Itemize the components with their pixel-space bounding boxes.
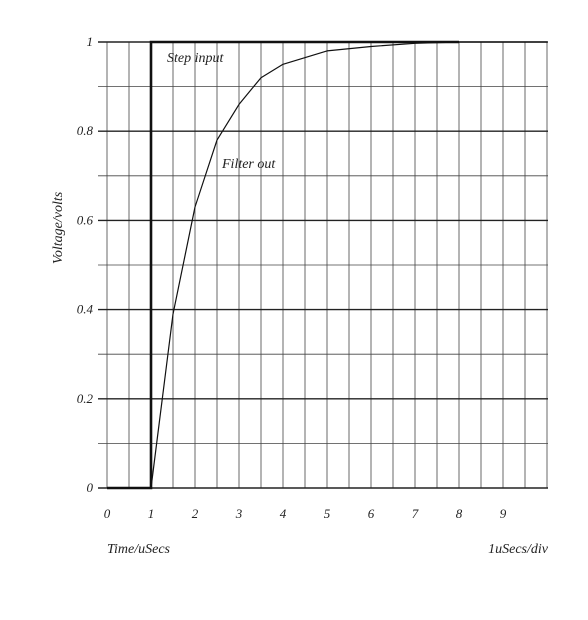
y-tick-label: 0 <box>87 480 94 495</box>
x-tick-label: 5 <box>324 506 331 521</box>
y-tick-label: 0.6 <box>77 212 94 227</box>
series-label-step-input: Step input <box>167 51 224 66</box>
y-tick-label: 0.8 <box>77 123 94 138</box>
x-tick-label: 1 <box>148 506 155 521</box>
x-axis-label: Time/uSecs <box>107 542 171 557</box>
x-tick-label: 3 <box>235 506 243 521</box>
x-tick-label: 0 <box>104 506 111 521</box>
x-tick-label: 4 <box>280 506 287 521</box>
y-tick-label: 0.4 <box>77 302 94 317</box>
series-label-filter-out: Filter out <box>221 157 276 172</box>
tick-labels: 0 1 2 3 4 5 6 7 8 9 0 0.2 0.4 0.6 0.8 1 <box>77 34 507 521</box>
y-tick-label: 1 <box>87 34 94 49</box>
x-tick-label: 8 <box>456 506 463 521</box>
y-tick-label: 0.2 <box>77 391 94 406</box>
y-axis-label: Voltage/volts <box>51 191 66 264</box>
x-tick-label: 6 <box>368 506 375 521</box>
grid <box>98 41 548 489</box>
series-layer <box>107 40 547 490</box>
series-line-filter-out <box>107 41 547 489</box>
x-tick-label: 2 <box>192 506 199 521</box>
x-tick-label: 7 <box>412 506 419 521</box>
scale-note: 1uSecs/div <box>488 542 549 557</box>
x-tick-label: 9 <box>500 506 507 521</box>
